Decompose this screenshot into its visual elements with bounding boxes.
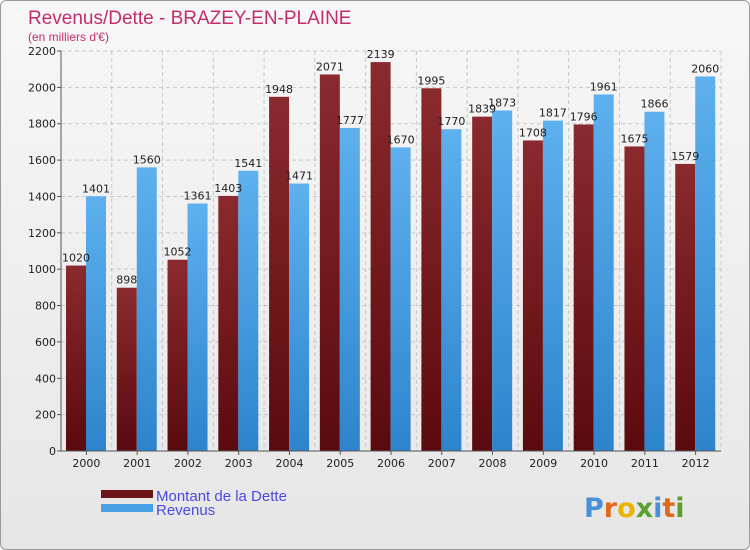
x-tick-label-2000: 2000 (72, 457, 100, 470)
bar-revenus-2010 (593, 94, 614, 452)
data-label-revenus-2008: 1873 (488, 96, 516, 109)
data-label-revenus-2004: 1471 (285, 170, 313, 183)
y-tick-label-2000: 2000 (28, 81, 56, 94)
y-tick-label-1400: 1400 (28, 190, 56, 203)
data-label-debt-2007: 1995 (417, 74, 445, 87)
y-tick-label-1600: 1600 (28, 154, 56, 167)
data-label-debt-2002: 1052 (164, 246, 192, 259)
y-tick-label-1200: 1200 (28, 227, 56, 240)
bar-debt-2007 (421, 88, 442, 451)
data-label-revenus-2000: 1401 (82, 182, 110, 195)
x-tick-label-2001: 2001 (123, 457, 151, 470)
x-tick-label-2006: 2006 (377, 457, 405, 470)
y-tick-label-0: 0 (49, 445, 56, 458)
data-label-debt-2008: 1839 (468, 103, 496, 116)
y-axis: 0 200 400 600 800 1000 1200 1400 1600 1800 2000 220… (28, 45, 62, 458)
legend-label-revenus: Revenus (156, 502, 215, 519)
y-tick-label-1800: 1800 (28, 118, 56, 131)
y-tick-label-800: 800 (35, 300, 56, 313)
data-label-revenus-2009: 1817 (539, 107, 567, 120)
y-tick-label-1000: 1000 (28, 263, 56, 276)
bar-revenus-2007 (441, 129, 462, 451)
data-label-revenus-2003: 1541 (234, 157, 262, 170)
bar-debt-2000 (66, 265, 86, 451)
y-tick-label-200: 200 (35, 409, 56, 422)
bar-debt-2006 (370, 62, 391, 451)
bar-revenus-2005 (339, 127, 360, 451)
bar-debt-2012 (675, 163, 696, 451)
bar-revenus-2011 (644, 111, 665, 452)
data-label-debt-2004: 1948 (265, 83, 293, 96)
legend-swatch-revenus (101, 504, 153, 512)
x-tick-label-2011: 2011 (631, 457, 659, 470)
data-label-revenus-2011: 1866 (640, 98, 668, 111)
logo-letter: x (636, 493, 653, 524)
bar-revenus-2012 (695, 76, 716, 452)
bar-debt-2008 (472, 116, 493, 452)
logo-letter: t (662, 493, 675, 524)
bar-revenus-2004 (289, 183, 310, 451)
bar-debt-2011 (624, 146, 645, 452)
bar-debt-2004 (269, 96, 290, 452)
bars (66, 62, 716, 452)
x-tick-label-2002: 2002 (174, 457, 202, 470)
x-tick-label-2010: 2010 (580, 457, 608, 470)
y-tick-label-600: 600 (35, 336, 56, 349)
bar-debt-2005 (319, 74, 340, 452)
data-label-revenus-2005: 1777 (336, 114, 364, 127)
data-label-debt-2011: 1675 (620, 132, 648, 145)
data-label-revenus-2012: 2060 (691, 62, 719, 75)
bar-revenus-2000 (86, 196, 106, 451)
chart-title: Revenus/Dette - BRAZEY-EN-PLAINE (28, 8, 351, 29)
x-tick-label-2009: 2009 (529, 457, 557, 470)
data-label-debt-2001: 898 (116, 274, 137, 287)
data-label-revenus-2006: 1670 (387, 133, 415, 146)
y-tick-label-400: 400 (35, 372, 56, 385)
bar-revenus-2002 (187, 203, 208, 451)
x-axis: 2000 2001 2002 2003 2004 2005 2006 2007 2008 2009… (61, 450, 721, 470)
data-label-debt-2000: 1020 (62, 252, 90, 265)
x-tick-label-2005: 2005 (326, 457, 354, 470)
data-label-debt-2010: 1796 (570, 110, 598, 123)
y-tick-label-2200: 2200 (28, 45, 56, 58)
x-tick-label-2012: 2012 (682, 457, 710, 470)
logo-letter: i (653, 493, 662, 524)
x-tick-label-2004: 2004 (275, 457, 303, 470)
legend: Montant de la Dette Revenus (101, 488, 287, 519)
bar-revenus-2006 (390, 147, 411, 451)
data-label-revenus-2010: 1961 (590, 80, 618, 93)
bar-debt-2001 (116, 287, 137, 451)
data-label-debt-2003: 1403 (214, 182, 242, 195)
bar-debt-2003 (218, 195, 239, 451)
data-label-debt-2005: 2071 (316, 60, 344, 73)
data-label-revenus-2002: 1361 (184, 190, 212, 203)
bar-revenus-2001 (136, 167, 157, 451)
legend-label-debt: Montant de la Dette (156, 488, 287, 505)
bar-revenus-2003 (238, 170, 259, 451)
data-label-debt-2009: 1708 (519, 126, 547, 139)
data-label-revenus-2007: 1770 (437, 115, 465, 128)
bar-debt-2010 (573, 124, 594, 452)
data-label-debt-2006: 2139 (367, 48, 395, 61)
bar-revenus-2008 (492, 110, 513, 452)
data-label-revenus-2001: 1560 (133, 153, 161, 166)
x-tick-label-2007: 2007 (428, 457, 456, 470)
logo-letter: i (675, 493, 684, 524)
bar-debt-2002 (167, 259, 188, 451)
proxiti-logo: Proxiti (584, 493, 685, 524)
logo-letter: r (604, 493, 618, 524)
x-tick-label-2003: 2003 (225, 457, 253, 470)
chart-subtitle: (en milliers d'€) (28, 30, 109, 44)
bar-debt-2009 (522, 140, 543, 452)
data-label-debt-2012: 1579 (671, 150, 699, 163)
logo-letter: o (617, 493, 636, 524)
legend-swatch-debt (101, 490, 153, 498)
bar-revenus-2009 (542, 120, 563, 452)
x-tick-label-2008: 2008 (479, 457, 507, 470)
logo-letter: P (584, 493, 604, 524)
